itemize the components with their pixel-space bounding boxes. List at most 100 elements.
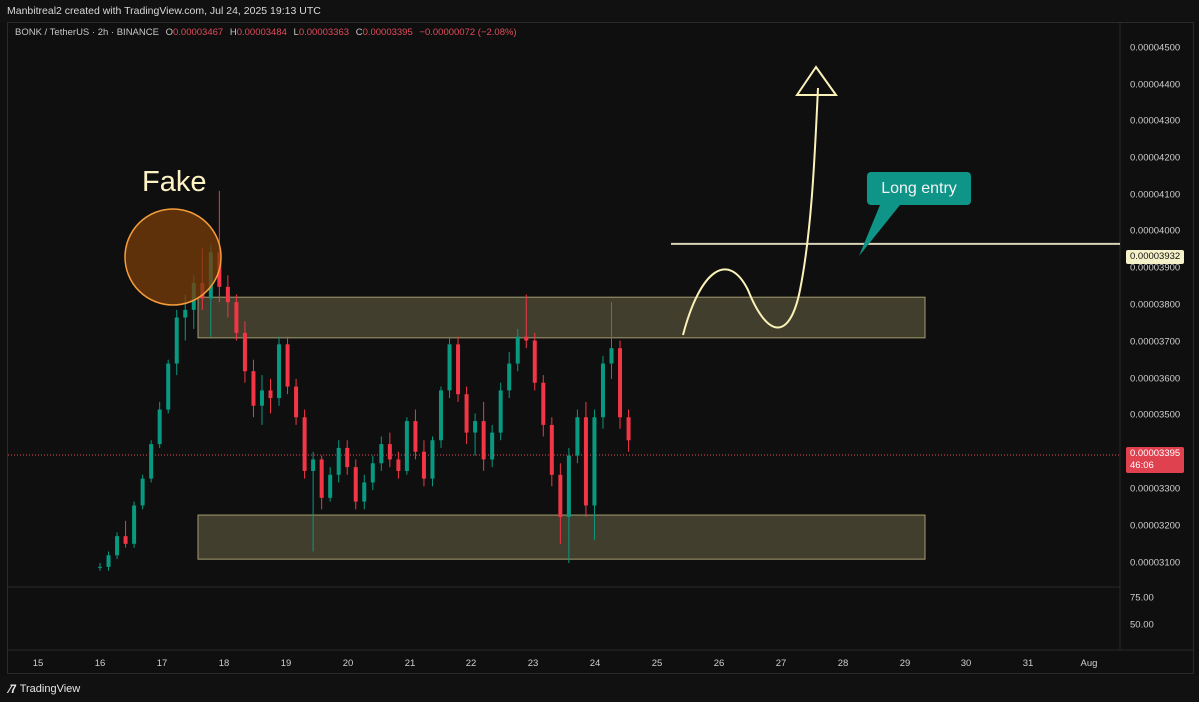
candle-down <box>345 447 350 468</box>
time-tick: 19 <box>280 658 292 669</box>
long-entry-callout[interactable]: Long entry <box>867 172 971 205</box>
candle-up <box>566 455 571 517</box>
time-tick: 26 <box>713 658 725 669</box>
candle-up <box>600 363 605 418</box>
candle-down <box>549 424 554 475</box>
current-price-value: 0.00003395 <box>1130 448 1181 459</box>
candle-up <box>404 421 409 471</box>
fake-annotation[interactable]: Fake <box>142 166 207 198</box>
time-tick: 21 <box>404 658 416 669</box>
projection-arrow-path[interactable] <box>682 87 819 336</box>
price-tick: 0.00003300 <box>1130 483 1181 495</box>
high-value: 0.00003484 <box>236 27 287 38</box>
candle-up <box>609 348 614 364</box>
time-tick: 18 <box>218 658 230 669</box>
time-tick: 31 <box>1022 658 1034 669</box>
candle-up <box>132 505 137 544</box>
open-value: 0.00003467 <box>172 27 224 38</box>
price-tick: 0.00004500 <box>1130 42 1181 54</box>
time-tick: Aug <box>1080 658 1098 669</box>
price-tick: 0.00003600 <box>1130 373 1181 385</box>
candlestick-series <box>98 190 631 571</box>
candle-down <box>387 444 392 460</box>
price-tick: 0.00004000 <box>1130 225 1181 237</box>
bar-countdown: 46:06 <box>1130 460 1154 471</box>
candle-down <box>242 332 247 372</box>
price-tick: 0.00003100 <box>1130 557 1181 569</box>
symbol-name[interactable]: BONK / TetherUS · 2h · BINANCE <box>15 27 159 38</box>
price-tick: 0.00004100 <box>1130 189 1181 201</box>
indicator-tick: 50.00 <box>1130 619 1154 631</box>
close-value: 0.00003395 <box>362 27 413 38</box>
candle-up <box>507 363 512 391</box>
symbol-legend[interactable]: BONK / TetherUS · 2h · BINANCE O0.000034… <box>15 27 517 38</box>
price-tick: 0.00003500 <box>1130 409 1181 421</box>
candle-up <box>149 444 154 479</box>
candle-down <box>234 302 239 333</box>
candle-up <box>473 421 478 433</box>
time-tick: 27 <box>775 658 787 669</box>
time-tick: 16 <box>94 658 106 669</box>
candle-down <box>524 336 529 341</box>
candle-up <box>98 566 102 568</box>
candle-up <box>447 344 452 391</box>
attribution-bar: Manbitreal2 created with TradingView.com… <box>0 0 1199 22</box>
candle-down <box>251 371 256 406</box>
tradingview-brand-text: TradingView <box>19 683 81 695</box>
chart-pane[interactable] <box>7 22 1194 674</box>
time-tick: 29 <box>899 658 911 669</box>
close-label: C <box>355 27 363 38</box>
candle-down <box>225 286 230 303</box>
candle-down <box>396 459 401 471</box>
price-tick: 0.00004200 <box>1130 152 1181 164</box>
time-tick: 15 <box>32 658 44 669</box>
tradingview-logo[interactable]: ⁄7 TradingView <box>9 682 80 696</box>
price-tick: 0.00004300 <box>1130 115 1181 127</box>
candle-up <box>336 447 341 475</box>
indicator-tick: 75.00 <box>1130 592 1154 604</box>
candle-up <box>439 390 443 441</box>
resistance-zone[interactable] <box>197 296 926 339</box>
candle-up <box>592 417 597 506</box>
low-label: L <box>293 27 299 38</box>
price-axis[interactable]: 0.00004500 0.00004400 0.00004300 0.00004… <box>1120 22 1194 650</box>
candle-up <box>575 417 580 456</box>
support-zone[interactable] <box>197 514 926 560</box>
attribution-text: Manbitreal2 created with TradingView.com… <box>7 5 321 17</box>
candle-down <box>302 417 307 471</box>
candle-down <box>421 451 426 479</box>
line-price-tag: 0.00003932 <box>1126 250 1184 264</box>
candle-down <box>541 382 546 425</box>
price-tick: 0.00003800 <box>1130 299 1181 311</box>
arrow-up-icon <box>795 65 838 96</box>
candle-up <box>311 459 316 471</box>
candle-down <box>456 344 461 395</box>
candle-down <box>285 344 290 387</box>
time-tick: 25 <box>651 658 663 669</box>
candle-up <box>140 478 145 506</box>
candle-down <box>294 386 299 418</box>
time-tick: 23 <box>527 658 539 669</box>
candle-down <box>413 421 418 452</box>
candle-down <box>268 390 273 399</box>
fake-breakout-marker[interactable] <box>124 208 222 306</box>
candle-up <box>379 444 384 464</box>
candle-down <box>532 340 537 383</box>
candle-up <box>362 482 367 502</box>
candle-up <box>183 309 188 318</box>
candle-up <box>370 463 375 483</box>
time-tick: 24 <box>589 658 601 669</box>
candle-down <box>618 348 623 418</box>
candle-up <box>115 536 120 556</box>
time-tick: 17 <box>156 658 168 669</box>
price-tick: 0.00003200 <box>1130 520 1181 532</box>
candle-up <box>174 317 179 364</box>
candle-up <box>328 474 333 498</box>
candle-up <box>106 555 111 567</box>
candle-down <box>123 536 128 544</box>
candle-up <box>430 440 435 479</box>
tradingview-logo-icon: ⁄7 <box>9 682 17 696</box>
callout-pointer <box>859 205 900 256</box>
low-value: 0.00003363 <box>298 27 350 38</box>
